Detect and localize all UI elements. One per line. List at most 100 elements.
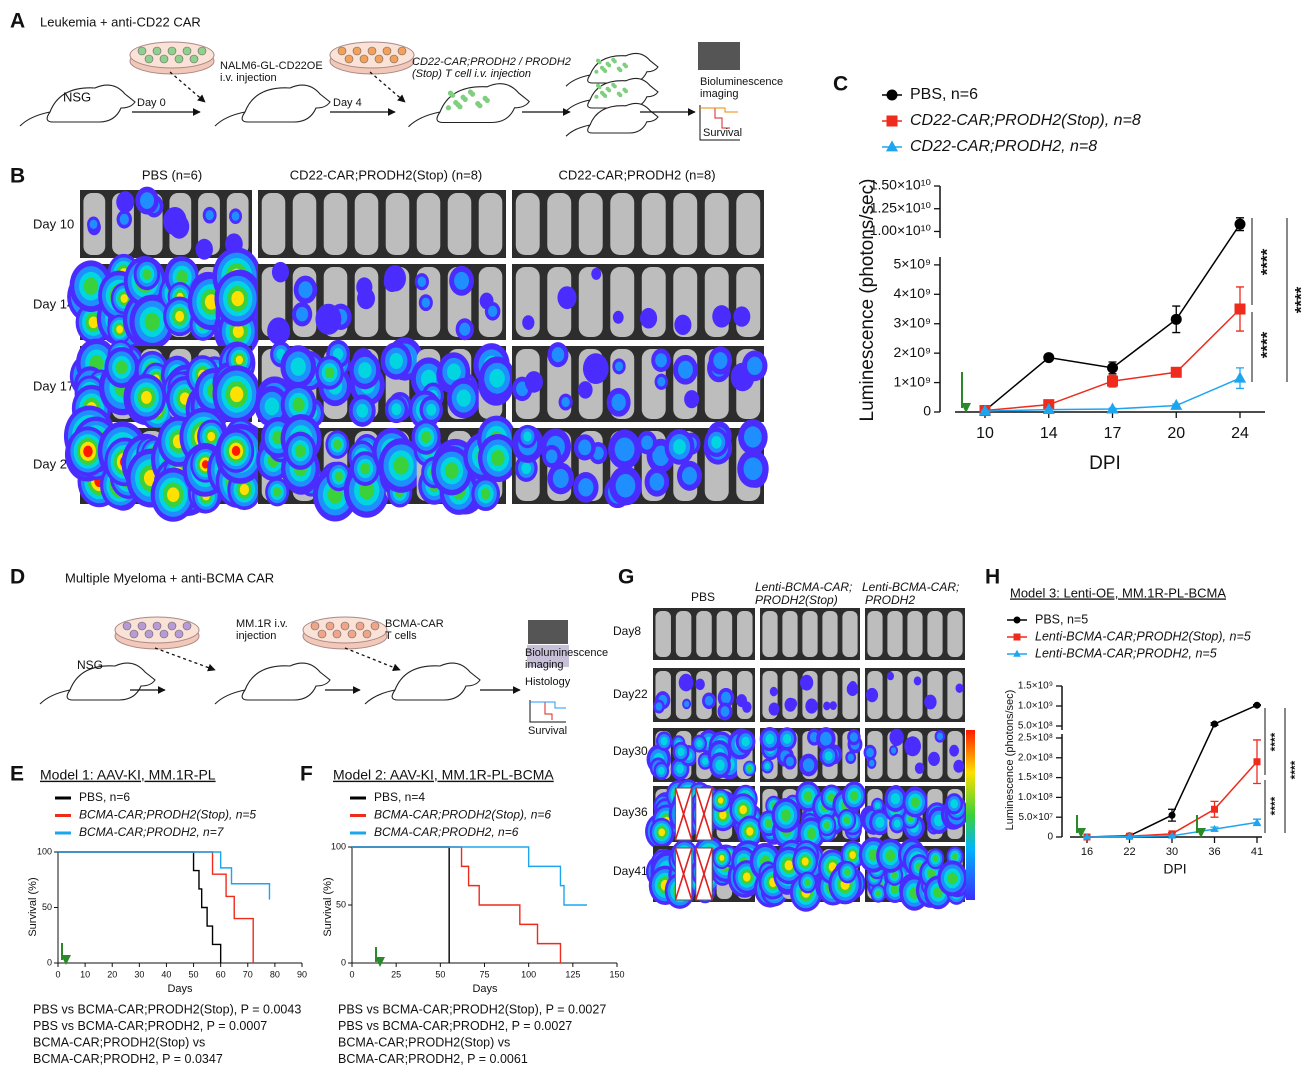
y-tick-label: 2.5×10⁸ (1018, 733, 1053, 744)
signal (141, 391, 152, 404)
column-header: CD22-CAR;PRODH2 (n=8) (558, 167, 715, 182)
signal (914, 762, 925, 774)
signal (391, 403, 402, 416)
signal (144, 312, 160, 331)
signal (947, 872, 958, 885)
x-tick-label: 50 (435, 969, 445, 979)
excluded (695, 847, 713, 901)
signal (696, 739, 703, 748)
mouse-image (782, 611, 798, 657)
panel-label: G (618, 566, 634, 589)
significance: **** (1257, 331, 1276, 358)
mouse-image (762, 611, 778, 657)
legend-label: BCMA-CAR;PRODH2, n=7 (79, 825, 225, 839)
cell (144, 629, 154, 639)
spot (607, 88, 612, 93)
survival-curve (352, 846, 562, 963)
signal (893, 819, 901, 828)
panel-label: D (10, 566, 25, 589)
signal (676, 764, 685, 774)
y-tick-label: 1.50×10¹⁰ (870, 177, 932, 193)
mouse-image (292, 193, 317, 255)
marker (1042, 403, 1055, 415)
stats-line: PBS vs BCMA-CAR;PRODH2, P = 0.0007 (33, 1019, 267, 1033)
signal (788, 698, 798, 710)
signal (712, 305, 731, 328)
x-tick-label: 90 (297, 969, 307, 979)
y-tick-label: 5.0×10⁷ (1019, 812, 1054, 823)
signal (952, 853, 958, 860)
spot (594, 69, 599, 74)
signal (421, 297, 431, 308)
cell (355, 621, 365, 631)
marker (1170, 366, 1182, 378)
signal (358, 362, 372, 379)
spot (484, 97, 490, 104)
signal (866, 687, 879, 703)
signal (800, 674, 814, 691)
panel-title: Leukemia + anti-CD22 CAR (40, 14, 201, 29)
signal (785, 756, 794, 767)
signal (641, 435, 653, 450)
signal (487, 305, 498, 317)
signal (683, 700, 690, 708)
column-header: PBS (691, 590, 715, 604)
y-tick-label: 1.0×10⁹ (1018, 701, 1053, 712)
y-axis-label: Luminescence (photons/sec) (857, 179, 878, 422)
signal (827, 793, 836, 802)
tcell-label: CD22-CAR;PRODH2 / PRODH2 (412, 56, 571, 68)
signal (803, 791, 813, 802)
cell (182, 621, 192, 631)
mouse-image (947, 671, 963, 719)
mouse-image (716, 611, 733, 657)
mouse (364, 662, 481, 705)
stats-line: BCMA-CAR;PRODH2(Stop) vs (338, 1035, 510, 1049)
signal (120, 294, 128, 303)
signal (649, 473, 665, 491)
signal (557, 286, 577, 310)
signal (660, 736, 668, 746)
signal (657, 376, 666, 387)
arrow (344, 647, 401, 672)
signal (446, 363, 461, 381)
cell-label: NALM6-GL-CD22OE (220, 60, 323, 72)
signal (205, 210, 214, 221)
x-tick-label: 16 (1081, 846, 1093, 858)
spot (469, 91, 476, 97)
stats-line: BCMA-CAR;PRODH2, P = 0.0061 (338, 1052, 528, 1066)
legend-label: BCMA-CAR;PRODH2(Stop), n=5 (79, 808, 256, 822)
signal (733, 306, 751, 327)
marker (1107, 375, 1118, 387)
signal (849, 851, 856, 859)
legend-label: CD22-CAR;PRODH2(Stop), n=8 (910, 112, 1141, 129)
x-tick-label: 50 (189, 969, 199, 979)
cell (352, 46, 362, 56)
mini-survival (699, 105, 740, 141)
signal (578, 478, 594, 497)
row-label: Day 17 (33, 378, 74, 393)
bli-images (63, 186, 769, 522)
cell (340, 621, 350, 631)
signal (843, 816, 850, 824)
mouse-label: NSG (63, 89, 91, 104)
color-scale (966, 730, 975, 900)
y-tick-label: 50 (336, 899, 346, 909)
signal (891, 884, 899, 894)
spot (607, 63, 612, 68)
mouse-image (547, 193, 572, 255)
marker (1211, 720, 1218, 728)
spot (618, 68, 623, 73)
marker (1168, 831, 1176, 839)
stats-line: PBS vs BCMA-CAR;PRODH2(Stop), P = 0.0027 (338, 1002, 606, 1016)
day-label: Day 0 (137, 97, 166, 109)
mouse (565, 102, 659, 137)
signal (140, 192, 155, 210)
mouse-image (261, 193, 286, 255)
signal (545, 449, 558, 464)
mouse-image (887, 671, 903, 719)
signal (904, 736, 921, 757)
chart-title: Model 2: AAV-KI, MM.1R-PL-BCMA (333, 767, 554, 783)
spot (624, 64, 628, 69)
signal (719, 854, 725, 862)
cell (370, 621, 380, 631)
